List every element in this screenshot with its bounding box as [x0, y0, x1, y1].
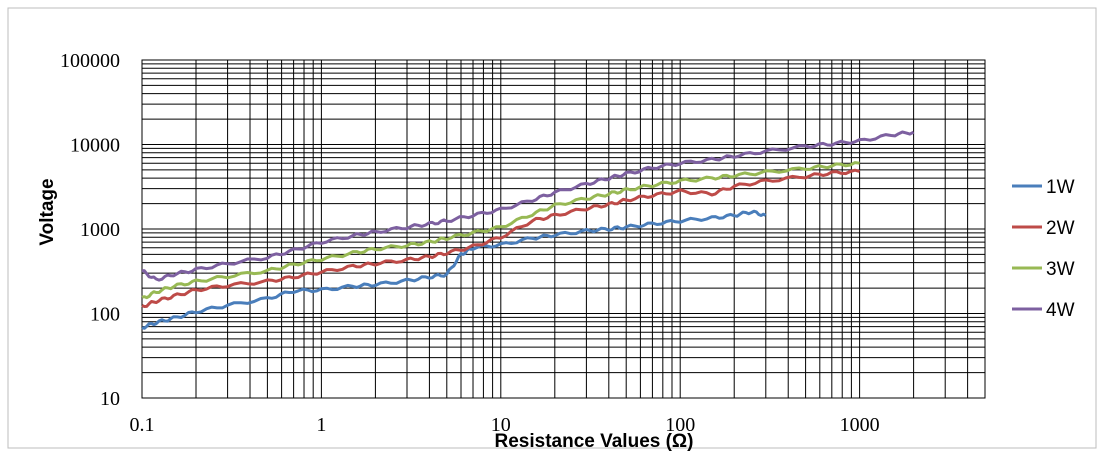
y-tick-label: 100 [90, 304, 120, 326]
y-axis-ticks: 100000 10000 1000 100 10 [60, 50, 120, 410]
series-4W-line [141, 130, 915, 282]
series-3W-line [141, 161, 860, 300]
series-layer [141, 130, 915, 330]
legend: 1W 2W 3W 4W [1012, 177, 1075, 321]
legend-label-4W: 4W [1046, 300, 1075, 321]
legend-label-2W: 2W [1046, 218, 1075, 239]
legend-label-3W: 3W [1046, 259, 1075, 280]
series-2W-line [141, 168, 860, 308]
x-tick-label: 0.1 [130, 414, 155, 436]
x-tick-label: 100 [665, 414, 695, 436]
y-tick-label: 100000 [60, 50, 120, 72]
x-tick-label: 1000 [840, 414, 880, 436]
x-axis-label: Resistance Values (Ω) [495, 431, 694, 451]
series-1W-line [141, 209, 767, 330]
gridlines [141, 60, 986, 399]
y-tick-label: 1000 [80, 219, 120, 241]
chart-border [7, 7, 1097, 449]
y-axis-label: Voltage [37, 178, 58, 245]
legend-label-1W: 1W [1046, 177, 1075, 198]
y-tick-label: 10 [100, 388, 120, 410]
x-tick-label: 1 [316, 414, 326, 436]
y-tick-label: 10000 [70, 135, 120, 157]
x-axis-ticks: 0.1 1 10 100 1000 [130, 414, 880, 436]
plot-area [141, 59, 986, 399]
x-tick-label: 10 [491, 414, 511, 436]
